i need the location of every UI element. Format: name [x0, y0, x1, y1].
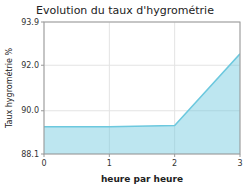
data-group — [44, 54, 240, 154]
tick — [41, 22, 44, 23]
tick-label: 93.9 — [21, 18, 39, 27]
title: Evolution du taux d'hygrométrie — [36, 4, 214, 17]
tick-label: 1 — [107, 159, 112, 168]
grid-line — [44, 65, 240, 66]
tick-label: 0 — [41, 159, 46, 168]
tick-label: 92.0 — [21, 61, 39, 70]
grid — [44, 22, 240, 154]
plot-background — [44, 22, 240, 154]
tick-label: 90.0 — [21, 106, 39, 115]
tick-label: 3 — [237, 159, 242, 168]
area — [44, 54, 240, 154]
line — [44, 54, 240, 127]
chart: 88.1 90.0 92.0 93.9 0 1 2 3 Evolution du taux d'… — [0, 0, 250, 188]
tick — [41, 65, 44, 66]
x-axis-label: heure par heure — [101, 174, 183, 184]
tick-label: 88.1 — [21, 150, 39, 159]
tick — [174, 154, 175, 157]
tick — [41, 110, 44, 111]
y-axis-label: Taux hygrométrie % — [4, 48, 14, 130]
tick — [44, 154, 45, 157]
tick — [109, 154, 110, 157]
tick-label: 2 — [172, 159, 177, 168]
tick — [240, 154, 241, 157]
ticks: 88.1 90.0 92.0 93.9 0 1 2 3 — [21, 18, 242, 169]
plot-frame — [44, 22, 240, 154]
